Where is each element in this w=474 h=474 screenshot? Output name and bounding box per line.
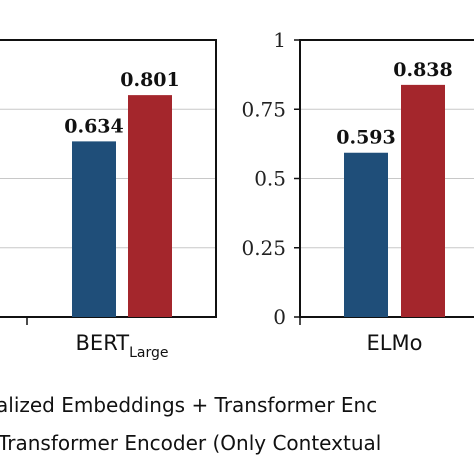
bar (344, 152, 388, 317)
data-label: 0.838 (393, 59, 453, 81)
data-label: 0.593 (336, 127, 396, 149)
y-tick-label: 0.5 (254, 167, 286, 191)
panel-bert: 0.634 0.801 BERTLarge (0, 39, 217, 361)
legend-entry-2: Transformer Encoder (Only Contextual (0, 431, 381, 455)
category-label: ELMo (367, 331, 423, 355)
bar (72, 141, 116, 317)
data-label: 0.801 (120, 69, 180, 91)
panel-elmo: 0 0.25 0.5 0.75 1 0.593 0.838 ELMo (241, 28, 474, 355)
legend-entry-1: alized Embeddings + Transformer Enc (0, 393, 377, 417)
y-tick-label: 0.25 (241, 236, 286, 260)
y-tick-label: 1 (273, 28, 286, 52)
y-tick-label: 0.75 (241, 97, 286, 121)
bar (128, 95, 172, 317)
bar (401, 84, 445, 318)
data-label: 0.634 (64, 115, 124, 137)
category-label: BERTLarge (76, 331, 169, 361)
y-tick-label: 0 (273, 305, 286, 329)
